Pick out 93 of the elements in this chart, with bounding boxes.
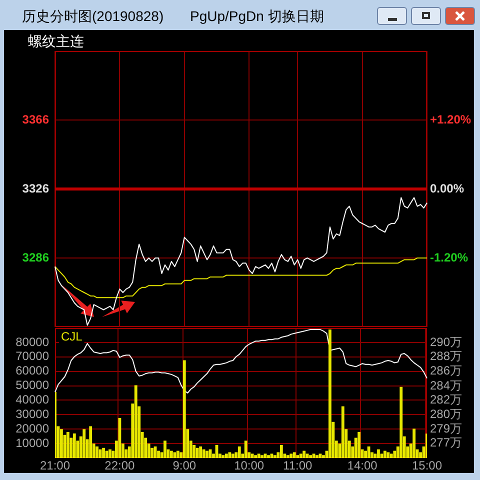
bar (280, 445, 283, 458)
bar (72, 433, 76, 458)
bar (383, 450, 386, 458)
y-tick-label: 10000 (16, 436, 50, 450)
bar (224, 454, 228, 458)
bar (390, 454, 393, 458)
bar (328, 329, 332, 458)
y2-tick-label: 280万 (430, 406, 462, 421)
bar (322, 455, 325, 458)
bar (374, 454, 377, 458)
bar (176, 450, 180, 458)
bar (302, 450, 306, 458)
bar (199, 446, 202, 458)
bar (250, 454, 254, 458)
y-tick-label: 50000 (16, 378, 50, 392)
bar (134, 385, 138, 458)
x-tick-label: 10:00 (234, 458, 264, 473)
bar (267, 455, 270, 458)
bar (318, 454, 322, 458)
y2-tick-label: 279万 (430, 422, 462, 436)
bar (296, 455, 300, 458)
bar (257, 454, 260, 458)
y-tick-label: 3326 (22, 181, 50, 196)
bar (238, 446, 241, 458)
bar (66, 432, 70, 458)
bar (157, 450, 160, 458)
chart-subtitle: 螺纹主连 (28, 33, 84, 51)
bar (386, 452, 390, 458)
bar (60, 429, 63, 458)
x-tick-label: 21:00 (40, 458, 70, 473)
y-tick-label: 20000 (16, 421, 50, 436)
bar (341, 406, 344, 458)
bar (108, 449, 112, 458)
bar (260, 455, 264, 458)
text: CJL (61, 329, 83, 344)
bar (173, 452, 176, 458)
bar (182, 360, 186, 458)
bar (82, 429, 86, 458)
x-tick-label: 22:00 (104, 458, 136, 473)
y-tick-label: 30000 (16, 406, 50, 421)
bar (358, 432, 361, 458)
y-tick-label: 40000 (16, 392, 50, 407)
y2-tick-label: 288万 (430, 348, 462, 363)
bar (309, 455, 312, 458)
bar (286, 455, 290, 458)
y2-tick-label: 282万 (430, 392, 462, 406)
bar (264, 454, 267, 458)
bar (380, 454, 384, 458)
bar (102, 448, 105, 458)
bar (89, 426, 92, 458)
y-tick-label: 60000 (16, 364, 50, 378)
bar (206, 450, 208, 458)
x-tick-label: 9:00 (172, 458, 196, 473)
bar (118, 418, 122, 458)
y2-tick-label: -1.20% (430, 250, 468, 264)
bar (299, 454, 302, 458)
bar (164, 440, 166, 458)
bar (244, 440, 248, 458)
text: PgUp/PgDn 切换日期 (190, 8, 324, 26)
bar (400, 386, 403, 458)
bar (393, 450, 396, 458)
bar (292, 452, 296, 458)
y2-tick-label: 0.00% (430, 181, 464, 196)
bar (316, 455, 318, 458)
bar (412, 428, 416, 458)
bar (290, 454, 293, 458)
x-tick-label: 15:00 (412, 458, 442, 473)
bar (170, 450, 173, 458)
bar (274, 455, 276, 458)
y2-tick-label: 277万 (430, 436, 462, 450)
bar (306, 454, 309, 458)
bar (150, 448, 154, 458)
bar (196, 448, 199, 458)
x-tick-label: 11:00 (283, 458, 313, 473)
y-tick-label: 80000 (16, 334, 50, 349)
bar (254, 455, 258, 458)
y-tick-label: 3286 (22, 250, 50, 264)
y2-tick-label: 290万 (430, 335, 462, 350)
bar (312, 454, 316, 458)
y2-tick-label: 284万 (430, 378, 462, 392)
bar (96, 446, 99, 458)
bar (202, 449, 206, 458)
bar (231, 454, 234, 458)
y2-tick-label: +1.20% (430, 112, 472, 126)
y2-tick-label: 286万 (430, 364, 462, 378)
chart-title: 历史分时图(20190828) (22, 8, 164, 26)
bar (270, 454, 274, 458)
bar (377, 449, 380, 458)
bar (228, 452, 232, 458)
x-tick-label: 14:00 (347, 458, 378, 473)
y-tick-label: 70000 (16, 349, 50, 364)
y-tick-label: 3366 (22, 112, 50, 126)
bar (364, 450, 367, 458)
